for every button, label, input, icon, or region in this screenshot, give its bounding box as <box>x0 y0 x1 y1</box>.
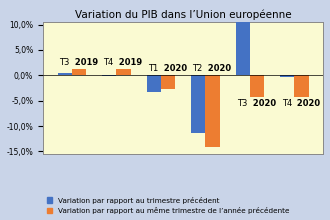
Text: T4: T4 <box>104 58 116 67</box>
Text: T1: T1 <box>148 64 161 73</box>
Title: Variation du PIB dans l’Union européenne: Variation du PIB dans l’Union européenne <box>75 9 291 20</box>
Bar <box>205 75 220 147</box>
Text: T3: T3 <box>59 58 72 67</box>
Legend: Variation par rapport au trimestre précédent, Variation par rapport au même trim: Variation par rapport au trimestre précé… <box>47 197 289 214</box>
Text: 2020: 2020 <box>161 64 187 73</box>
Text: T4: T4 <box>281 99 294 108</box>
Bar <box>147 75 161 92</box>
Text: 2020: 2020 <box>250 99 276 108</box>
Bar <box>72 69 86 75</box>
Bar <box>161 75 175 89</box>
Bar <box>294 75 309 97</box>
Bar <box>191 75 205 133</box>
Bar <box>250 75 264 97</box>
Bar <box>280 75 294 77</box>
Text: 2020: 2020 <box>205 64 232 73</box>
Bar <box>236 17 250 75</box>
Text: 2019: 2019 <box>116 58 143 67</box>
Text: 2020: 2020 <box>294 99 320 108</box>
Text: T3: T3 <box>237 99 250 108</box>
Bar <box>102 75 116 76</box>
Text: T2: T2 <box>192 64 205 73</box>
Bar <box>58 73 72 75</box>
Text: 2019: 2019 <box>72 58 98 67</box>
Bar <box>116 69 131 75</box>
